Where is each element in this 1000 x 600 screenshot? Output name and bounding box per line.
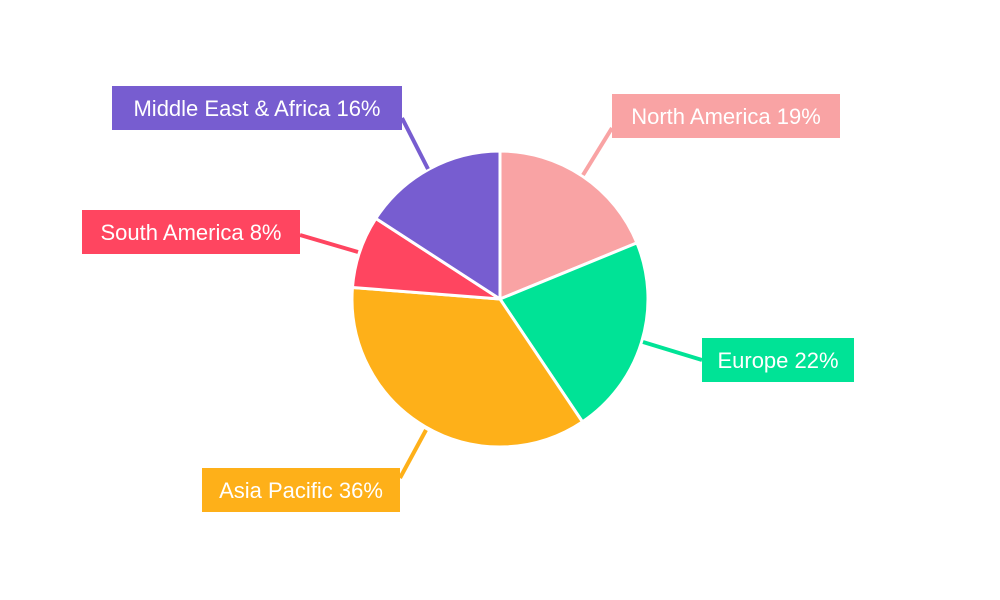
- data-label-south-america: South America 8%: [101, 220, 282, 245]
- leader-line-europe: [642, 340, 703, 362]
- pie-slice-asia-pacific: [350, 285, 585, 449]
- data-label-asia-pacific: Asia Pacific 36%: [219, 478, 383, 503]
- pie-slice-north-america: [498, 149, 639, 302]
- data-label-box-europe: [702, 338, 854, 382]
- data-label-box-south-america: [82, 210, 300, 254]
- leader-line-asia-pacific: [398, 429, 428, 479]
- data-label-box-middle-east-africa: [112, 86, 402, 130]
- leader-line-north-america: [581, 126, 614, 177]
- data-label-europe: Europe 22%: [717, 348, 838, 373]
- data-label-middle-east-africa: Middle East & Africa 16%: [133, 96, 380, 121]
- pie-slice-europe: [497, 240, 650, 424]
- data-label-north-america: North America 19%: [631, 104, 821, 129]
- leader-line-middle-east-africa: [400, 117, 430, 170]
- pie-slice-middle-east-africa: [373, 149, 502, 302]
- leader-line-south-america: [299, 233, 359, 254]
- data-label-box-asia-pacific: [202, 468, 400, 512]
- data-label-box-north-america: [612, 94, 840, 138]
